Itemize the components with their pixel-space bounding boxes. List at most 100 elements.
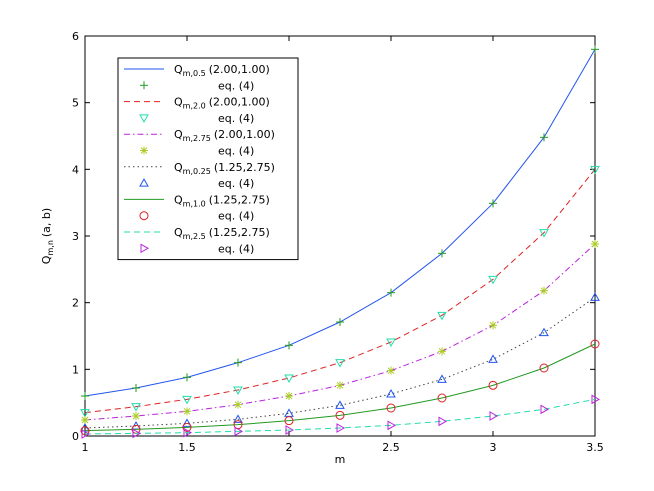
y-axis-label: Qm,n (a, b) (40, 208, 55, 264)
data-point-0 (234, 358, 242, 367)
data-point-2 (438, 347, 446, 356)
legend-label-0: Qm,0.5 (2.00,1.00) (174, 63, 270, 78)
x-tick-label: 3.5 (586, 441, 604, 454)
data-point-2 (183, 407, 191, 416)
series-line-1 (84, 169, 596, 414)
data-point-5 (489, 411, 499, 421)
data-point-3 (539, 327, 549, 337)
data-point-0 (489, 199, 497, 208)
y-axis-label-rest: (a, b) (40, 208, 53, 237)
data-point-4 (284, 416, 294, 426)
data-point-0 (591, 45, 599, 54)
y-axis-label-main: Q (40, 255, 53, 264)
data-point-2 (81, 416, 89, 424)
legend-marker-label-4: eq. (4) (218, 210, 254, 223)
data-point-4 (488, 380, 498, 390)
y-tick-label: 4 (72, 163, 79, 176)
data-point-4 (80, 426, 90, 436)
data-point-4 (386, 403, 396, 413)
legend-box (117, 57, 299, 261)
data-point-1 (182, 395, 192, 405)
y-tick-label: 3 (72, 230, 79, 243)
data-point-4 (437, 393, 447, 403)
x-axis-label: m (335, 453, 346, 466)
data-point-1 (386, 338, 396, 348)
series-line-4 (84, 343, 596, 432)
data-point-1 (233, 386, 243, 396)
data-point-5 (234, 426, 244, 437)
data-point-1 (335, 359, 345, 368)
y-axis-label-sub: m,n (46, 240, 55, 255)
data-point-3 (233, 414, 243, 423)
legend-marker-label-0: eq. (4) (218, 79, 254, 92)
data-point-0 (387, 288, 395, 297)
x-tick-label: 3 (490, 441, 497, 454)
legend-marker-5 (140, 243, 150, 254)
data-point-0 (132, 384, 140, 392)
data-point-5 (591, 394, 601, 405)
data-point-2 (387, 366, 395, 375)
data-point-0 (285, 341, 293, 350)
data-point-3 (488, 354, 498, 363)
y-tick-label: 0 (72, 430, 79, 443)
data-point-1 (437, 311, 447, 321)
data-point-1 (80, 409, 90, 418)
data-point-0 (183, 373, 191, 382)
legend: Qm,0.5 (2.00,1.00)eq. (4)Qm,2.0 (2.00,1.00… (117, 57, 299, 261)
data-point-1 (488, 275, 498, 285)
legend-marker-0 (140, 81, 148, 90)
data-point-2 (285, 392, 293, 400)
data-point-3 (437, 374, 447, 383)
data-point-3 (182, 418, 192, 427)
series-layer (80, 45, 601, 439)
data-point-5 (438, 416, 448, 427)
legend-label-5: Qm,2.5 (1.25,2.75) (174, 226, 270, 241)
legend-label-3: Qm,0.25 (1.25,2.75) (174, 161, 275, 176)
y-tick-label: 2 (72, 297, 79, 310)
legend-label-2: Qm,2.75 (2.00,1.00) (174, 128, 275, 143)
data-point-3 (386, 388, 396, 398)
legend-marker-label-1: eq. (4) (218, 112, 254, 125)
legend-marker-4 (139, 211, 149, 221)
x-tick-label: 1.5 (178, 441, 196, 454)
x-tick-label: 2.5 (382, 441, 400, 454)
data-point-5 (336, 423, 346, 433)
series-line-5 (84, 398, 596, 435)
legend-marker-label-2: eq. (4) (218, 145, 254, 158)
data-point-2 (132, 412, 140, 420)
data-point-1 (131, 403, 141, 412)
data-point-1 (590, 165, 600, 175)
legend-marker-3 (139, 178, 149, 187)
data-point-4 (590, 339, 600, 349)
data-point-0 (540, 133, 548, 142)
y-tick-label: 1 (72, 363, 79, 376)
data-point-5 (183, 427, 193, 438)
data-point-2 (489, 321, 497, 330)
legend-label-4: Qm,1.0 (1.25,2.75) (174, 193, 270, 208)
data-point-2 (591, 240, 599, 248)
data-point-4 (182, 422, 192, 432)
data-point-2 (336, 381, 344, 390)
legend-marker-2 (140, 146, 148, 155)
data-point-3 (335, 400, 345, 409)
y-tick-label: 6 (72, 30, 79, 43)
data-point-4 (539, 363, 549, 373)
legend-marker-label-5: eq. (4) (218, 242, 254, 255)
data-point-0 (438, 249, 446, 258)
data-point-0 (336, 318, 344, 326)
data-point-1 (284, 374, 294, 384)
data-point-2 (234, 400, 242, 409)
data-point-3 (590, 292, 600, 301)
data-point-0 (81, 392, 89, 400)
data-point-5 (81, 429, 91, 439)
x-tick-label: 2 (286, 441, 293, 454)
data-point-1 (539, 229, 549, 238)
data-point-5 (540, 404, 550, 415)
data-point-5 (285, 425, 295, 435)
legend-label-1: Qm,2.0 (2.00,1.00) (174, 96, 270, 111)
x-tick-label: 1 (82, 441, 89, 454)
y-tick-label: 5 (72, 97, 79, 110)
data-point-4 (335, 410, 345, 420)
